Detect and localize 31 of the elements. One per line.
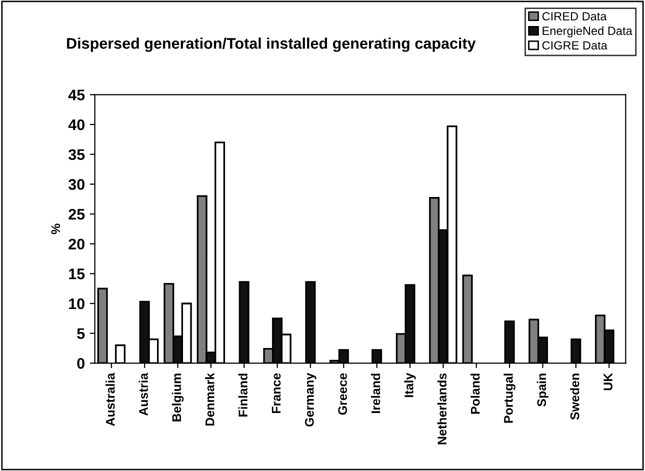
chart-title: Dispersed generation/Total installed generating capacity (67, 38, 476, 52)
x-tick-label: UK (604, 372, 612, 390)
legend-label: CIRED Data (542, 12, 607, 20)
y-axis-title: % (51, 224, 60, 234)
y-tick-label: 40 (68, 119, 84, 130)
y-tick-label: 0 (77, 358, 84, 369)
legend-label: EnergieNed Data (542, 26, 632, 38)
x-tick-label: Portugal (504, 374, 516, 423)
x-tick-label: Denmark (205, 372, 214, 426)
x-tick-label: Poland (470, 374, 480, 414)
x-tick-label: Italy (404, 372, 416, 398)
x-tick-label: Austria (138, 372, 148, 416)
x-tick-label: Netherlands (437, 373, 447, 444)
legend-label: CIGRE Data (542, 41, 608, 50)
x-tick-label: France (272, 373, 281, 414)
x-tick-label: Spain (536, 374, 549, 407)
y-tick-label: 45 (68, 90, 85, 100)
x-tick-label: Germany (304, 372, 316, 427)
x-tick-label: Greece (338, 373, 347, 415)
y-tick-label: 5 (77, 328, 85, 339)
y-tick-label: 10 (69, 298, 84, 310)
x-tick-label: Sweden (570, 374, 580, 420)
x-tick-label: Finland (238, 374, 248, 416)
x-tick-label: Australia (106, 372, 115, 426)
y-tick-label: 35 (68, 149, 85, 160)
y-tick-label: 25 (68, 208, 85, 220)
x-tick-label: Ireland (370, 374, 380, 414)
x-tick-label: Belgium (172, 374, 184, 422)
y-tick-label: 20 (68, 238, 84, 250)
y-tick-label: 30 (68, 179, 84, 190)
y-tick-label: 15 (69, 268, 85, 280)
